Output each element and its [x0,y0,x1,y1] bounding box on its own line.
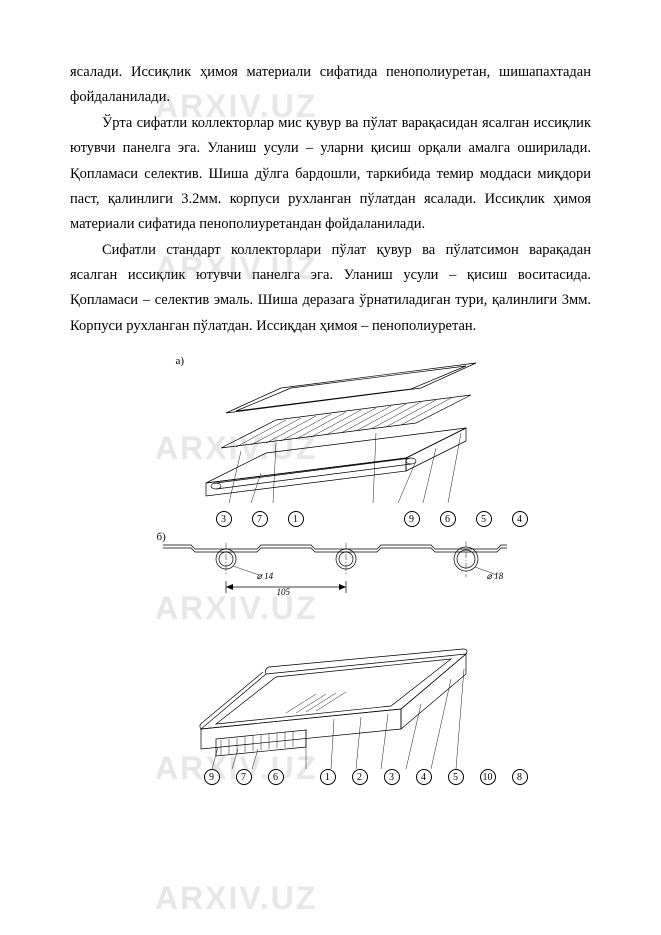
figure-a-label: a) [176,355,185,367]
fig-b-width: 105 [277,587,291,597]
fig-c-callout: 3 [384,769,400,785]
fig-a-callout: 1 [288,511,304,527]
fig-a-callout: 4 [512,511,528,527]
fig-b-dia-left: ⌀ 14 [257,571,274,582]
figure-b: б) ⌀ 14 ⌀ 18 105 [151,531,511,601]
fig-c-callout: 5 [448,769,464,785]
paragraph-1: ясалади. Иссиқлик ҳимоя материали сифати… [70,60,591,111]
fig-a-callout: 5 [476,511,492,527]
figure-c-svg [166,609,496,779]
fig-c-callout: 7 [236,769,252,785]
fig-c-callout: 10 [480,769,496,785]
figure-a-svg [166,353,496,523]
fig-a-callout: 6 [440,511,456,527]
fig-c-callout: 9 [204,769,220,785]
figure-c: 9 7 6 1 2 3 4 5 10 8 [166,609,496,779]
figure-area: a) [70,353,591,779]
fig-a-callout: 9 [404,511,420,527]
paragraph-3: Сифатли стандарт коллекторлари пўлат қув… [70,238,591,340]
watermark: ARXIV.UZ [155,880,317,917]
figure-b-label: б) [157,531,166,543]
fig-c-callout: 8 [512,769,528,785]
fig-c-callout: 1 [320,769,336,785]
fig-c-callout: 6 [268,769,284,785]
fig-c-callout: 4 [416,769,432,785]
figure-b-svg [151,531,511,601]
fig-b-dia-right: ⌀ 18 [487,571,504,582]
figure-a: a) [166,353,496,523]
fig-c-callout: 2 [352,769,368,785]
fig-a-callout: 7 [252,511,268,527]
paragraph-2: Ўрта сифатли коллекторлар мис қувур ва п… [70,111,591,238]
fig-a-callout: 3 [216,511,232,527]
